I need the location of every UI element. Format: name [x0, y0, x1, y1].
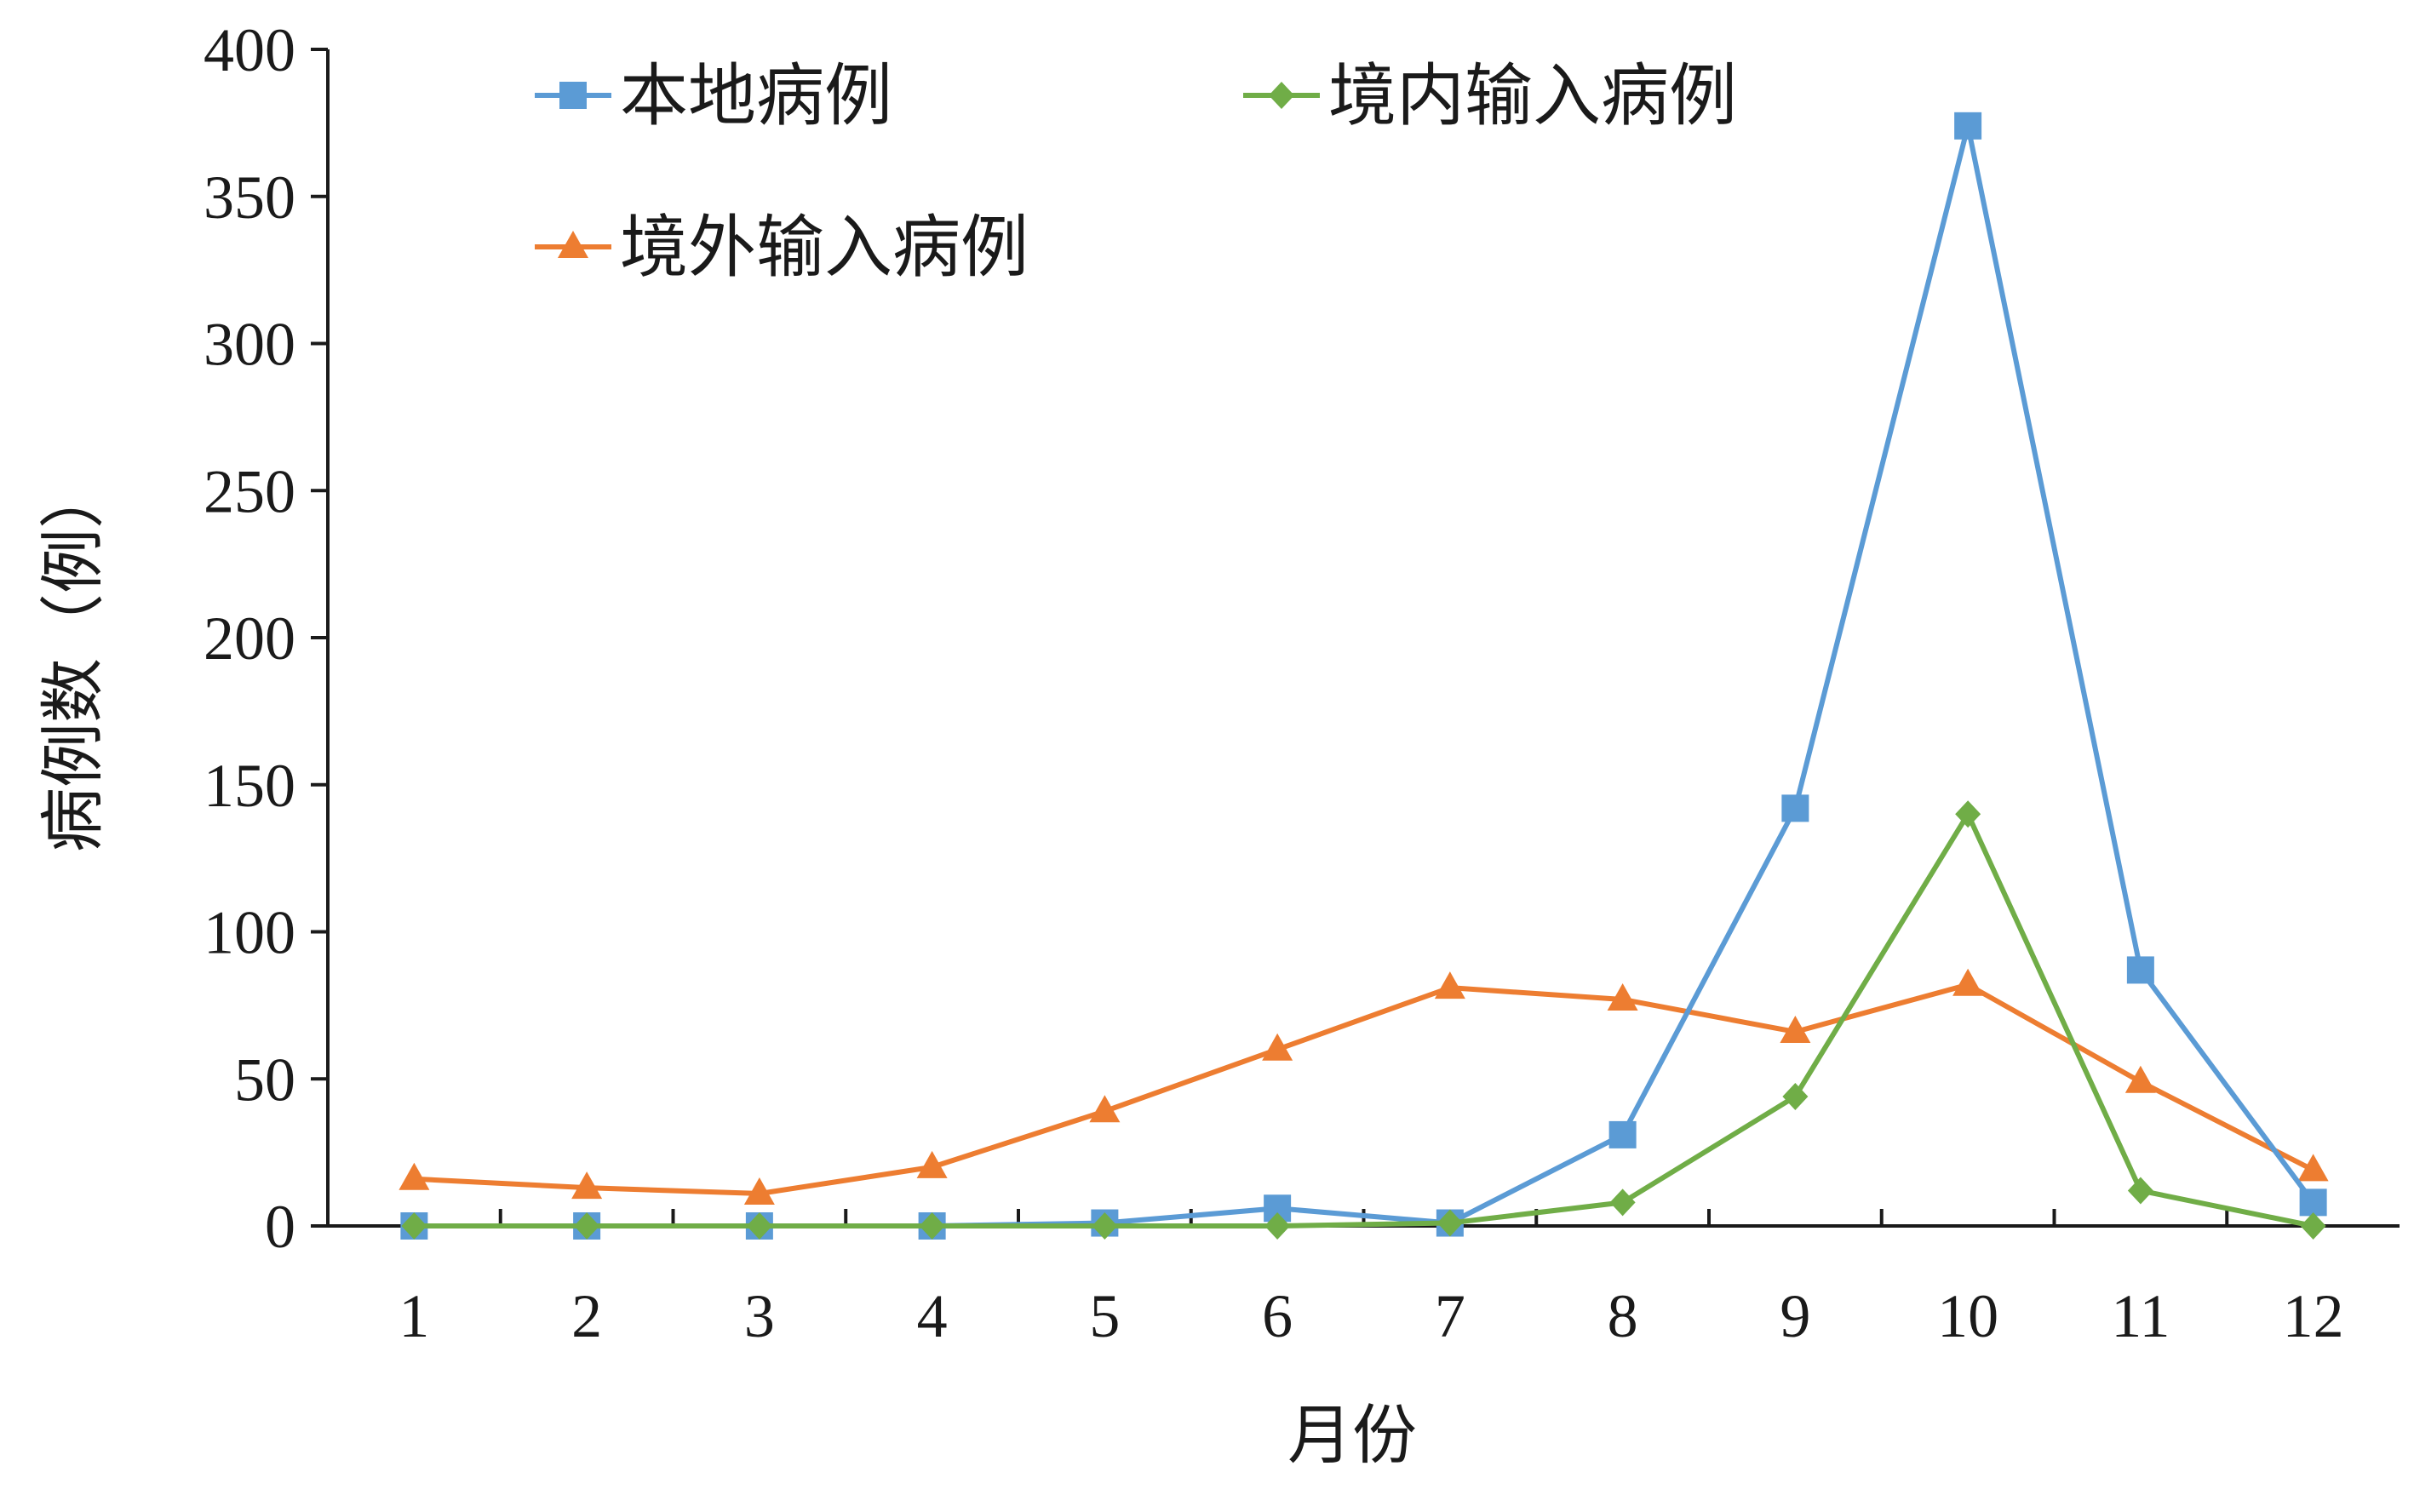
x-tick-label: 6: [1262, 1282, 1293, 1350]
data-point: [919, 1212, 945, 1240]
data-point: [2297, 1154, 2329, 1182]
y-axis-title: 病例数（例）: [38, 464, 110, 852]
data-point: [1436, 1209, 1463, 1237]
data-point: [1955, 800, 1981, 828]
y-tick-label: 150: [204, 752, 295, 820]
y-tick-label: 400: [204, 16, 295, 84]
y-tick-label: 100: [204, 899, 295, 967]
y-tick-label: 250: [204, 457, 295, 525]
legend-label: 境外输入病例: [620, 211, 1029, 286]
x-tick-label: 4: [917, 1282, 948, 1350]
x-tick-label: 5: [1089, 1282, 1120, 1350]
y-tick-label: 200: [204, 604, 295, 673]
x-tick-label: 2: [571, 1282, 602, 1350]
data-point: [399, 1162, 430, 1190]
data-point: [2124, 1065, 2156, 1093]
y-tick-label: 50: [234, 1045, 295, 1114]
legend-marker: [559, 82, 587, 109]
series-diamond: [401, 800, 2326, 1240]
series-line: [414, 811, 2314, 1228]
series-layer: [399, 112, 2329, 1240]
data-point: [1782, 1082, 1809, 1110]
series-line: [414, 982, 2314, 1196]
series-line: [414, 123, 2316, 1228]
data-point: [2299, 1188, 2327, 1217]
x-tick-label: 8: [1608, 1282, 1638, 1350]
y-tick-label: 350: [204, 163, 295, 232]
data-point: [1092, 1212, 1118, 1240]
legend-marker: [558, 231, 588, 258]
y-tick-label: 300: [204, 311, 295, 379]
data-point: [1609, 1188, 1636, 1217]
data-point: [1262, 1033, 1293, 1061]
data-point: [1264, 1212, 1291, 1240]
data-point: [574, 1212, 600, 1240]
legend-entry: 境内输入病例: [1243, 60, 1737, 135]
data-point: [1954, 112, 1982, 140]
data-point: [1608, 1120, 1637, 1148]
data-point: [746, 1212, 772, 1240]
y-tick-label: 0: [265, 1193, 295, 1261]
legend-label: 本地病例: [620, 60, 892, 135]
x-tick-label: 7: [1435, 1282, 1465, 1350]
legend-entry: 境外输入病例: [535, 211, 1029, 286]
data-point: [916, 1150, 948, 1178]
data-point: [1952, 968, 1984, 996]
data-point: [1607, 982, 1638, 1011]
data-point: [401, 1212, 427, 1240]
x-tick-label: 3: [744, 1282, 775, 1350]
data-point: [1089, 1095, 1121, 1123]
legend-label: 境内输入病例: [1328, 60, 1737, 135]
x-tick-label: 12: [2283, 1282, 2344, 1350]
x-axis-title: 月份: [1287, 1400, 1417, 1472]
data-point: [2127, 1177, 2153, 1205]
series-triangle: [399, 968, 2329, 1205]
data-point: [1781, 794, 1809, 822]
data-point: [2126, 956, 2154, 984]
legend-entry: 本地病例: [535, 60, 892, 135]
data-point: [571, 1171, 603, 1200]
x-tick-label: 10: [1937, 1282, 1998, 1350]
data-point: [1780, 1015, 1811, 1043]
data-point: [2300, 1212, 2326, 1240]
x-tick-label: 1: [399, 1282, 429, 1350]
x-tick-label: 11: [2111, 1282, 2170, 1350]
data-point: [743, 1177, 775, 1205]
data-point: [1434, 971, 1465, 999]
x-tick-label: 9: [1780, 1282, 1810, 1350]
legend-marker: [1269, 82, 1294, 109]
